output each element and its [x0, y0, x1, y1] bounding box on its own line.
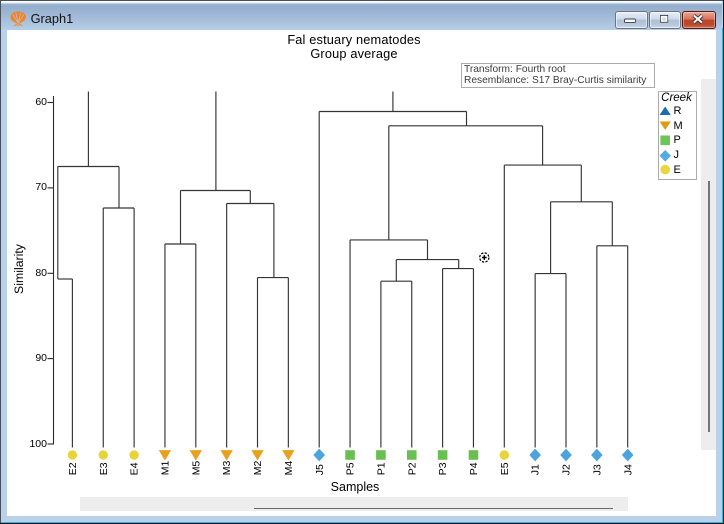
svg-text:P1: P1 [376, 462, 388, 475]
svg-text:M5: M5 [190, 461, 202, 476]
svg-text:E5: E5 [499, 462, 511, 475]
svg-text:E3: E3 [98, 462, 110, 475]
svg-text:M4: M4 [283, 461, 295, 476]
svg-text:M2: M2 [252, 461, 264, 476]
svg-text:M3: M3 [221, 461, 233, 476]
svg-text:M1: M1 [160, 461, 172, 476]
svg-text:P2: P2 [406, 462, 418, 475]
svg-text:E4: E4 [129, 462, 141, 475]
svg-text:P5: P5 [345, 462, 357, 475]
svg-text:J5: J5 [314, 464, 326, 475]
svg-text:E2: E2 [67, 462, 79, 475]
svg-text:P3: P3 [437, 462, 449, 475]
svg-text:J2: J2 [561, 464, 573, 475]
svg-text:P4: P4 [468, 462, 480, 475]
svg-text:J1: J1 [530, 464, 542, 475]
svg-text:J4: J4 [622, 464, 634, 475]
svg-text:J3: J3 [591, 464, 603, 475]
